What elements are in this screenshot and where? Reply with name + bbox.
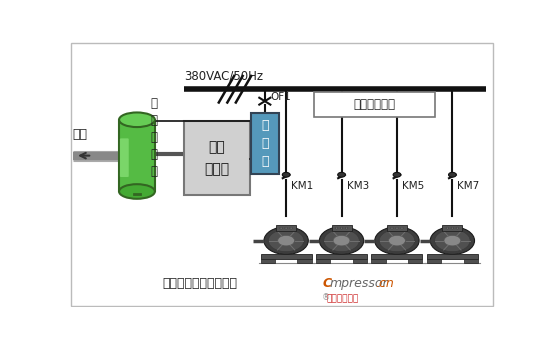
Circle shape [264, 227, 309, 255]
Ellipse shape [119, 112, 155, 127]
Circle shape [379, 229, 415, 252]
FancyBboxPatch shape [251, 113, 279, 174]
Circle shape [451, 227, 454, 229]
Text: 中国压缩机网: 中国压缩机网 [327, 294, 359, 303]
Circle shape [375, 227, 419, 255]
FancyBboxPatch shape [464, 259, 478, 263]
Text: C: C [322, 277, 332, 290]
FancyBboxPatch shape [119, 120, 155, 191]
FancyBboxPatch shape [442, 225, 463, 231]
Circle shape [393, 172, 401, 177]
Circle shape [268, 229, 304, 252]
FancyBboxPatch shape [353, 259, 367, 263]
FancyBboxPatch shape [316, 255, 367, 259]
Circle shape [282, 172, 290, 177]
Circle shape [320, 227, 364, 255]
Text: OF1: OF1 [270, 92, 291, 102]
Ellipse shape [119, 184, 155, 199]
Circle shape [395, 227, 398, 229]
Circle shape [333, 235, 350, 246]
FancyBboxPatch shape [387, 225, 407, 231]
Text: KM1: KM1 [292, 181, 313, 191]
FancyBboxPatch shape [120, 138, 129, 177]
FancyBboxPatch shape [314, 92, 436, 117]
Text: mpressor: mpressor [330, 277, 389, 290]
FancyBboxPatch shape [184, 121, 250, 196]
Circle shape [278, 235, 295, 246]
FancyBboxPatch shape [371, 255, 422, 259]
Circle shape [456, 227, 459, 229]
FancyBboxPatch shape [316, 259, 331, 263]
Circle shape [345, 227, 348, 229]
Text: 变
频
器: 变 频 器 [261, 119, 268, 168]
Text: 空压机节能控制示意图: 空压机节能控制示意图 [163, 277, 238, 290]
Circle shape [290, 227, 293, 229]
Text: 380VAC/50Hz: 380VAC/50Hz [184, 70, 263, 82]
Circle shape [280, 227, 283, 229]
FancyBboxPatch shape [427, 255, 478, 259]
Circle shape [324, 229, 359, 252]
Text: 压
力
变
送
器: 压 力 变 送 器 [151, 97, 157, 178]
FancyBboxPatch shape [276, 225, 296, 231]
FancyBboxPatch shape [261, 259, 275, 263]
FancyBboxPatch shape [371, 259, 386, 263]
Circle shape [338, 172, 345, 177]
Text: KM7: KM7 [458, 181, 480, 191]
Text: 出口: 出口 [72, 128, 87, 141]
Circle shape [446, 227, 449, 229]
Text: 空气
压缩机: 空气 压缩机 [204, 140, 229, 177]
Text: KM3: KM3 [346, 181, 369, 191]
Text: 接原供电柜输: 接原供电柜输 [354, 98, 395, 111]
Text: ®: ® [322, 293, 331, 302]
Circle shape [390, 227, 393, 229]
FancyBboxPatch shape [332, 225, 351, 231]
Circle shape [285, 227, 288, 229]
FancyBboxPatch shape [427, 259, 441, 263]
Circle shape [340, 227, 343, 229]
Circle shape [336, 227, 338, 229]
Circle shape [400, 227, 403, 229]
Circle shape [434, 229, 470, 252]
Text: KM5: KM5 [402, 181, 425, 191]
FancyBboxPatch shape [261, 255, 312, 259]
Circle shape [430, 227, 475, 255]
FancyBboxPatch shape [298, 259, 312, 263]
Circle shape [449, 172, 456, 177]
Circle shape [444, 235, 461, 246]
Text: .cn: .cn [375, 277, 394, 290]
Circle shape [388, 235, 405, 246]
FancyBboxPatch shape [408, 259, 422, 263]
